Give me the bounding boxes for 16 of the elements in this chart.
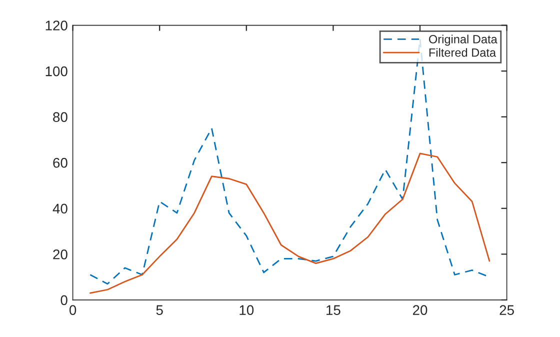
y-tick-label: 60 (53, 158, 68, 168)
x-tick-label: 10 (240, 305, 254, 315)
x-tick-label: 20 (412, 305, 428, 315)
legend-label: Filtered Data (429, 48, 496, 57)
x-tick-label: 0 (69, 305, 76, 315)
line-series (89, 152, 490, 294)
y-tick-label: 20 (53, 249, 68, 260)
y-tick-label: 40 (52, 204, 68, 214)
legend-label: Original Data (429, 34, 498, 46)
y-tick-label: 80 (53, 112, 68, 122)
y-tick-label: 0 (60, 295, 68, 306)
x-tick-label: 15 (326, 305, 340, 315)
y-tick-label: 100 (46, 66, 68, 76)
y-tick-label: 120 (46, 20, 68, 30)
x-tick-label: 5 (156, 305, 163, 315)
x-tick-label: 25 (500, 305, 514, 315)
